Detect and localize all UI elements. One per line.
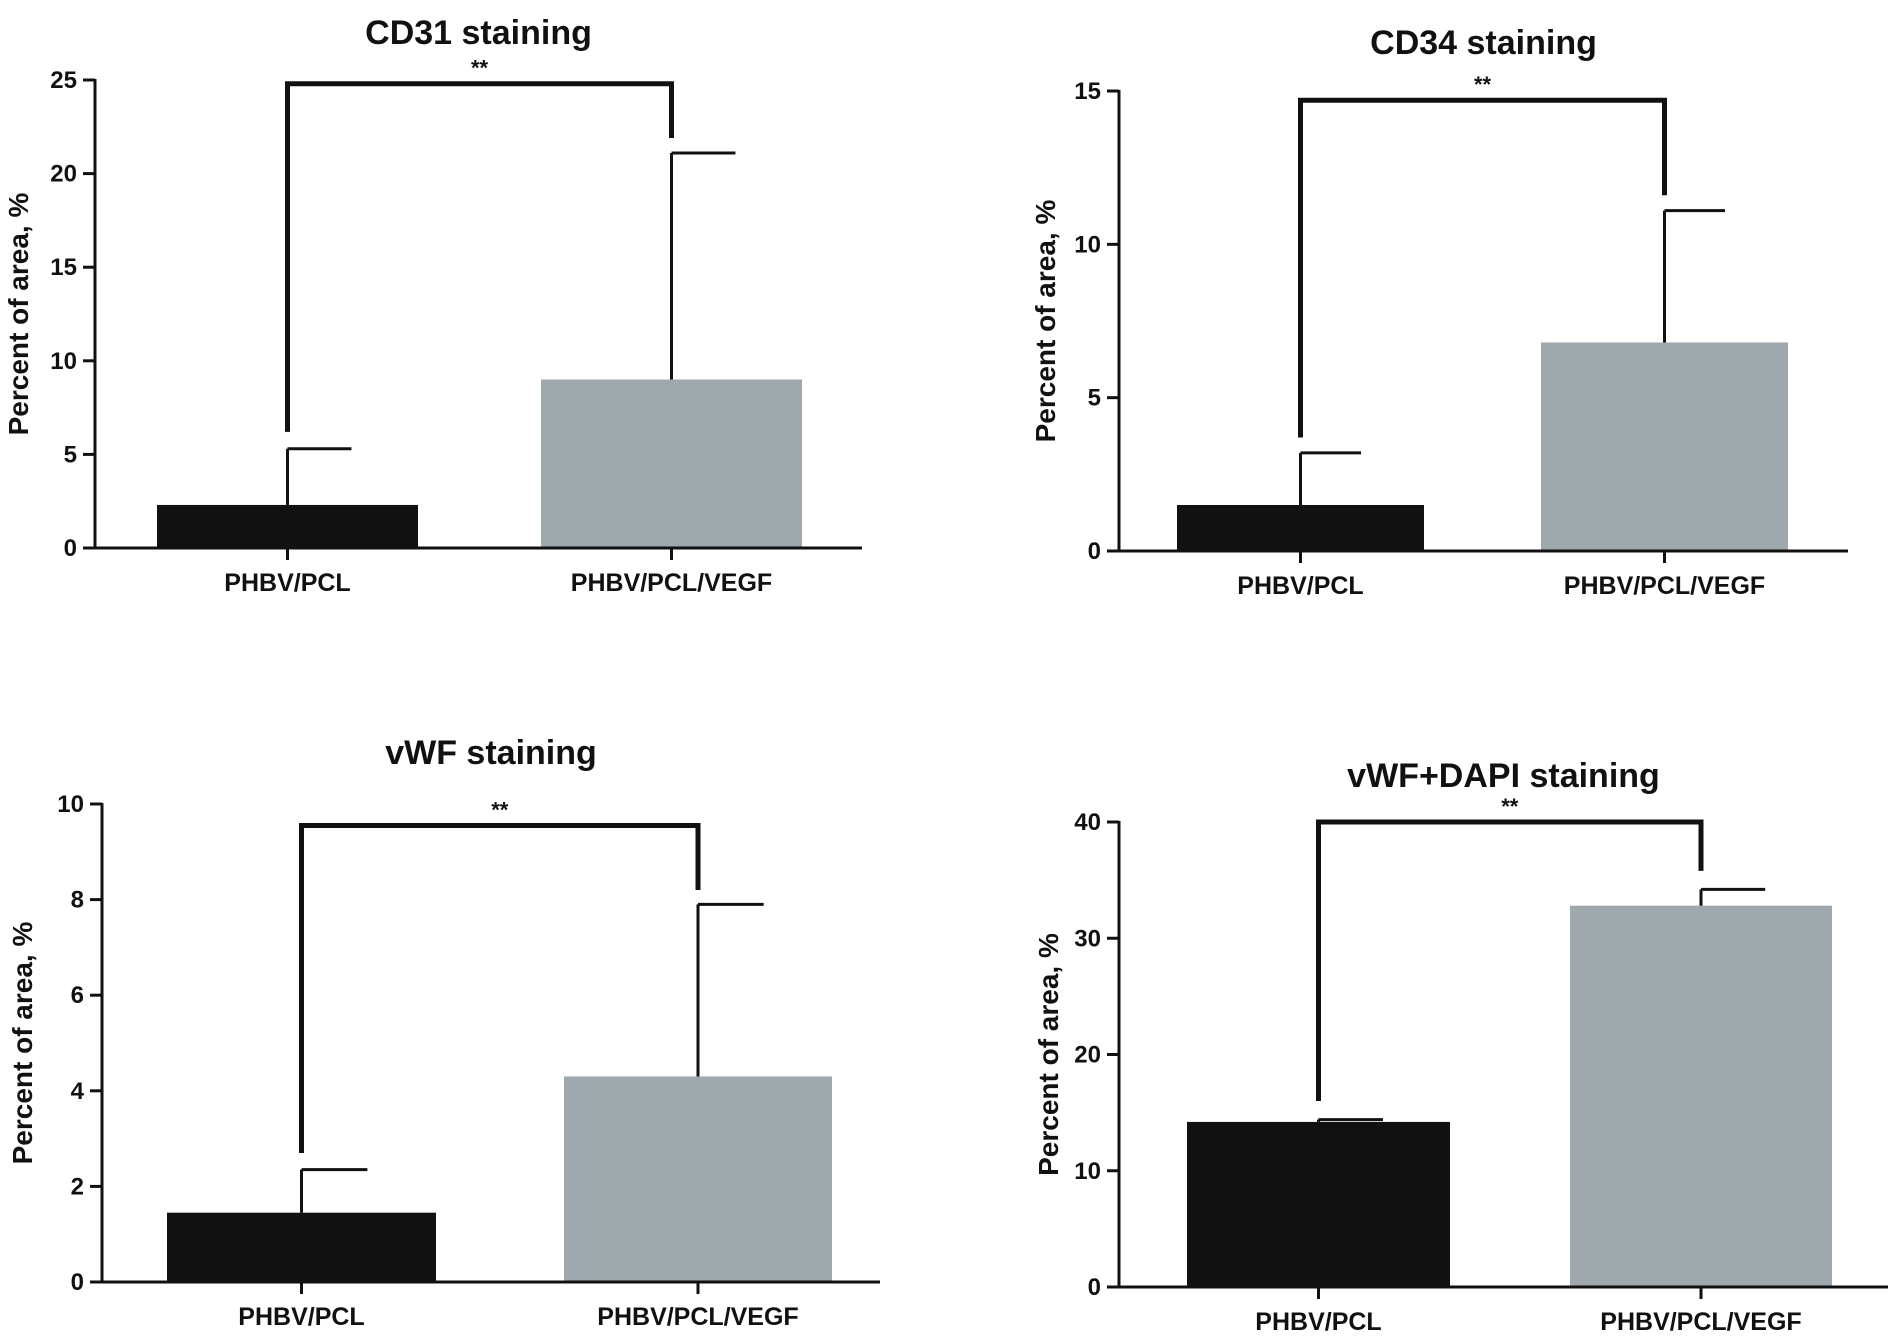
y-axis-label: Percent of area, % <box>1033 933 1064 1176</box>
bar-phbv-pcl <box>1187 1121 1450 1287</box>
bar-phbv-pcl-vegf <box>1570 905 1832 1287</box>
y-tick-label: 0 <box>1088 1274 1101 1301</box>
y-tick-label: 10 <box>1074 1158 1101 1185</box>
x-category-label: PHBV/PCL/VEGF <box>571 569 772 597</box>
x-category-label: PHBV/PCL <box>224 569 350 597</box>
significance-label: ** <box>1474 72 1492 97</box>
y-tick-label: 6 <box>71 982 84 1009</box>
bar-phbv-pcl <box>157 504 418 548</box>
chart-title: CD31 staining <box>365 14 592 52</box>
y-tick-label: 4 <box>71 1078 85 1105</box>
bar-phbv-pcl-vegf <box>541 379 802 548</box>
chart-title: vWF staining <box>385 734 597 772</box>
y-tick-label: 15 <box>50 254 77 281</box>
bar-phbv-pcl <box>167 1212 436 1282</box>
y-tick-label: 10 <box>57 791 84 818</box>
x-category-label: PHBV/PCL/VEGF <box>597 1303 798 1331</box>
x-category-label: PHBV/PCL <box>238 1303 364 1331</box>
bar-phbv-pcl <box>1177 505 1424 551</box>
significance-label: ** <box>1501 794 1519 819</box>
chart-vwf-dapi-staining: vWF+DAPI staining Percent of area, % ** 0 10… <box>1033 757 1888 1336</box>
chart-vwf-staining: vWF staining Percent of area, % ** 0 2 4 6 8 10 P… <box>7 734 880 1331</box>
y-tick-label: 20 <box>50 161 77 188</box>
y-axis-label: Percent of area, % <box>7 922 38 1165</box>
y-tick-label: 15 <box>1074 78 1101 105</box>
significance-bracket <box>299 823 701 1153</box>
x-category-label: PHBV/PCL <box>1255 1308 1381 1336</box>
significance-bracket <box>1298 97 1667 438</box>
y-tick-label: 10 <box>50 348 77 375</box>
y-tick-label: 0 <box>64 535 77 562</box>
x-category-label: PHBV/PCL/VEGF <box>1564 572 1765 600</box>
significance-label: ** <box>491 798 509 823</box>
bar-phbv-pcl-vegf <box>564 1076 832 1282</box>
y-tick-label: 5 <box>64 441 77 468</box>
y-tick-label: 5 <box>1088 385 1101 412</box>
significance-bracket <box>285 81 674 432</box>
y-tick-label: 25 <box>50 67 77 94</box>
y-tick-label: 30 <box>1074 925 1101 952</box>
y-tick-label: 0 <box>1088 538 1101 565</box>
y-tick-label: 20 <box>1074 1042 1101 1069</box>
chart-cd31-staining: CD31 staining Percent of area, % ** 0 5 10 15 2… <box>3 14 862 597</box>
chart-title: CD34 staining <box>1370 24 1597 62</box>
y-tick-label: 8 <box>71 887 84 914</box>
chart-cd34-staining: CD34 staining Percent of area, % ** 0 5 10 15 P… <box>1030 24 1848 600</box>
y-tick-label: 2 <box>71 1173 84 1200</box>
y-axis-label: Percent of area, % <box>3 193 34 436</box>
y-tick-label: 0 <box>71 1269 84 1296</box>
chart-title: vWF+DAPI staining <box>1347 757 1660 795</box>
x-category-label: PHBV/PCL/VEGF <box>1600 1308 1801 1336</box>
y-axis-label: Percent of area, % <box>1030 200 1061 443</box>
significance-label: ** <box>471 56 489 81</box>
x-category-label: PHBV/PCL <box>1237 572 1363 600</box>
significance-bracket <box>1316 819 1704 1101</box>
y-tick-label: 40 <box>1074 809 1101 836</box>
bar-phbv-pcl-vegf <box>1541 342 1788 551</box>
y-tick-label: 10 <box>1074 231 1101 258</box>
